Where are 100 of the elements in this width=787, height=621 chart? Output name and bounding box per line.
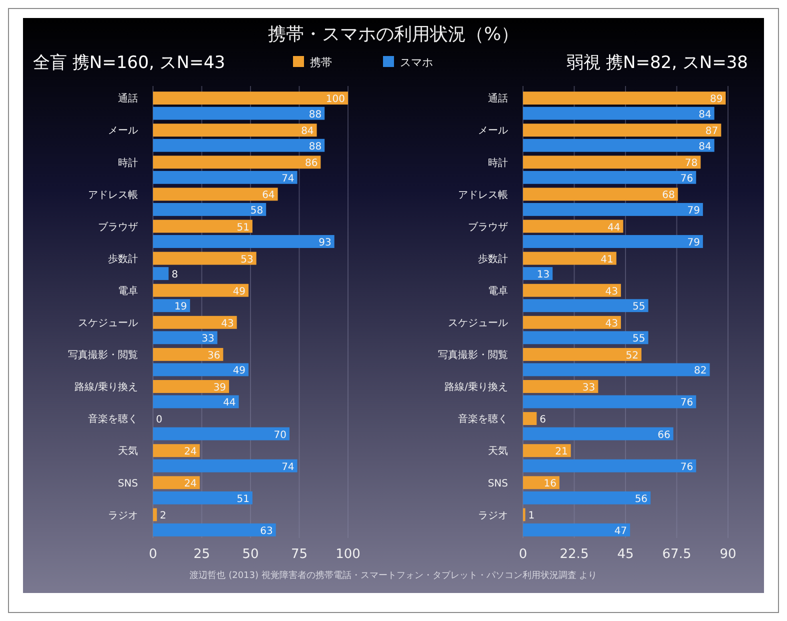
y-tick-label: 写真撮影・閲覧 bbox=[68, 349, 138, 362]
bar bbox=[523, 124, 722, 137]
bar bbox=[523, 106, 714, 120]
data-label: 13 bbox=[536, 270, 550, 281]
bar bbox=[153, 348, 224, 361]
y-tick-label: ラジオ bbox=[478, 510, 508, 522]
data-label: 24 bbox=[184, 446, 197, 458]
data-label: 63 bbox=[260, 526, 273, 537]
data-label: 43 bbox=[605, 286, 618, 298]
bar bbox=[153, 202, 266, 216]
data-label: 0 bbox=[156, 414, 162, 426]
chart-subtitle: 弱視 携N=82, スN=38 bbox=[566, 53, 748, 73]
data-label: 49 bbox=[232, 286, 246, 298]
y-tick-label: 通話 bbox=[488, 92, 508, 105]
x-tick-label: 67.5 bbox=[662, 547, 692, 562]
data-label: 84 bbox=[301, 126, 314, 138]
data-label: 2 bbox=[160, 510, 166, 522]
bar bbox=[153, 395, 239, 408]
data-label: 8 bbox=[172, 270, 178, 281]
bar bbox=[153, 380, 230, 393]
bar bbox=[523, 444, 571, 458]
bar bbox=[523, 427, 674, 440]
bar bbox=[523, 523, 630, 536]
bar bbox=[523, 316, 621, 329]
y-tick-label: 路線/乗り換え bbox=[74, 381, 138, 394]
data-label: 66 bbox=[658, 430, 670, 441]
y-tick-label: SNS bbox=[488, 478, 508, 490]
y-tick-label: メール bbox=[478, 126, 508, 137]
legend-label: 携帯 bbox=[310, 56, 332, 69]
data-label: 74 bbox=[282, 173, 294, 184]
x-tick-label: 0 bbox=[148, 547, 158, 562]
y-tick-label: 路線/乗り換え bbox=[444, 381, 508, 394]
bar bbox=[153, 299, 190, 312]
data-label: 79 bbox=[687, 238, 700, 249]
y-tick-label: スケジュール bbox=[78, 318, 138, 330]
data-label: 100 bbox=[326, 94, 345, 106]
bar bbox=[153, 331, 218, 344]
y-tick-label: スケジュール bbox=[448, 318, 508, 330]
data-label: 52 bbox=[626, 350, 638, 362]
data-label: 76 bbox=[680, 398, 694, 409]
data-label: 51 bbox=[236, 222, 250, 234]
bar bbox=[153, 523, 276, 536]
data-label: 51 bbox=[236, 494, 250, 505]
data-label: 43 bbox=[605, 318, 618, 330]
data-label: 87 bbox=[705, 126, 718, 138]
bar bbox=[523, 331, 648, 344]
y-tick-label: 通話 bbox=[118, 92, 138, 105]
data-label: 88 bbox=[308, 109, 322, 120]
bar bbox=[523, 156, 701, 169]
y-tick-label: 音楽を聴く bbox=[458, 413, 508, 426]
bar bbox=[523, 299, 648, 312]
data-label: 76 bbox=[680, 462, 694, 473]
bar bbox=[523, 284, 621, 297]
data-label: 24 bbox=[184, 478, 197, 490]
data-label: 93 bbox=[318, 238, 332, 249]
y-tick-label: 天気 bbox=[118, 446, 138, 458]
data-label: 89 bbox=[710, 94, 723, 106]
y-tick-label: 電卓 bbox=[118, 284, 138, 297]
legend-label: スマホ bbox=[400, 56, 433, 69]
data-label: 70 bbox=[274, 430, 286, 441]
y-tick-label: 時計 bbox=[118, 156, 138, 169]
data-label: 78 bbox=[684, 158, 698, 170]
data-label: 44 bbox=[607, 222, 620, 234]
data-label: 88 bbox=[308, 141, 322, 152]
bar bbox=[153, 188, 278, 201]
bar bbox=[523, 92, 726, 105]
bar bbox=[523, 220, 624, 233]
bar bbox=[523, 170, 696, 184]
x-tick-label: 100 bbox=[336, 547, 360, 562]
y-tick-label: SNS bbox=[118, 478, 138, 490]
y-tick-label: ブラウザ bbox=[98, 220, 138, 233]
data-label: 76 bbox=[680, 173, 694, 184]
y-tick-label: 音楽を聴く bbox=[88, 413, 138, 426]
y-tick-label: 電卓 bbox=[488, 284, 508, 297]
text: 渡辺哲也 (2013) 視覚障害者の携帯電話・スマートフォン・タブレット・パソコン利用状況調査 より bbox=[190, 570, 598, 581]
bar bbox=[153, 106, 325, 120]
bar bbox=[153, 235, 334, 248]
data-label: 41 bbox=[600, 254, 614, 266]
data-label: 84 bbox=[698, 109, 712, 120]
y-tick-label: 時計 bbox=[488, 156, 508, 169]
y-tick-label: アドレス帳 bbox=[458, 188, 508, 201]
x-tick-label: 45 bbox=[617, 547, 634, 562]
bar bbox=[523, 252, 616, 265]
bar bbox=[153, 92, 348, 105]
data-label: 56 bbox=[634, 494, 648, 505]
bar bbox=[153, 427, 290, 440]
data-label: 19 bbox=[174, 302, 188, 313]
bar bbox=[523, 459, 696, 472]
x-tick-label: 75 bbox=[290, 547, 308, 562]
data-label: 39 bbox=[213, 382, 226, 394]
bar bbox=[523, 363, 710, 376]
y-tick-label: メール bbox=[108, 126, 138, 137]
data-label: 86 bbox=[304, 158, 318, 170]
bar bbox=[523, 380, 598, 393]
bar bbox=[523, 395, 696, 408]
chart-subtitle: 全盲 携N=160, スN=43 bbox=[33, 53, 226, 73]
bar bbox=[153, 363, 249, 376]
y-tick-label: 天気 bbox=[488, 446, 508, 458]
data-label: 58 bbox=[250, 205, 264, 216]
bar bbox=[153, 491, 252, 504]
